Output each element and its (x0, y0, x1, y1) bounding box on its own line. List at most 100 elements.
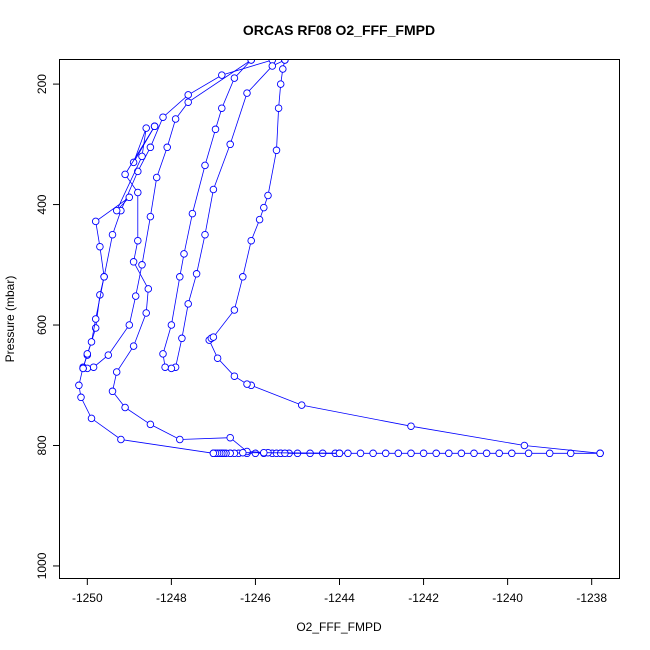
data-point (134, 188, 142, 197)
data-point (96, 242, 104, 251)
data-point (184, 91, 192, 99)
data-point (209, 185, 218, 194)
data-point (524, 449, 533, 458)
data-point (176, 435, 184, 444)
data-point (146, 212, 155, 221)
data-point (129, 258, 138, 266)
data-point (213, 354, 222, 362)
data-point (142, 309, 150, 317)
data-point (112, 368, 121, 376)
data-point (335, 449, 344, 458)
data-point (218, 104, 226, 112)
data-point (407, 449, 415, 458)
series-line-1 (78, 60, 601, 454)
data-point (77, 393, 85, 402)
data-point (144, 285, 153, 293)
data-point (276, 80, 285, 88)
data-point (129, 158, 138, 167)
data-point (89, 363, 98, 371)
data-point (159, 113, 167, 121)
x-tick-label: -1242 (408, 591, 439, 605)
data-point (394, 449, 403, 458)
data-point (188, 209, 197, 218)
data-point (129, 342, 138, 350)
x-tick-label: -1250 (72, 591, 103, 605)
data-point (251, 449, 260, 458)
data-point (520, 441, 529, 450)
series-line-5 (82, 126, 155, 369)
data-point (495, 449, 503, 458)
data-point (281, 449, 289, 458)
data-point (87, 338, 96, 346)
data-point (470, 449, 478, 458)
data-point (108, 387, 117, 396)
data-point (230, 372, 239, 380)
data-point (108, 230, 117, 239)
data-point (226, 140, 234, 149)
data-point (125, 321, 134, 329)
y-tick-label: 1000 (35, 552, 49, 579)
data-point (272, 146, 281, 155)
data-point (87, 414, 96, 423)
data-point (167, 364, 176, 373)
data-point (134, 236, 142, 245)
data-point (83, 350, 92, 358)
data-point (184, 300, 192, 308)
data-point (146, 143, 155, 152)
data-point (79, 364, 87, 373)
data-point (138, 152, 146, 161)
data-point (247, 236, 255, 245)
series-line-4 (83, 60, 252, 369)
data-point (138, 261, 146, 269)
data-point (445, 449, 453, 458)
y-tick-label: 400 (35, 194, 49, 214)
y-tick-label: 800 (35, 435, 49, 455)
data-point (75, 381, 83, 390)
data-point (264, 191, 272, 200)
data-point (356, 449, 365, 458)
data-point (545, 449, 554, 458)
data-point (201, 161, 209, 170)
data-point (239, 448, 247, 457)
data-point (243, 380, 251, 388)
data-point (243, 89, 251, 97)
data-point (566, 449, 575, 458)
series-line-2 (208, 60, 601, 454)
data-point (91, 315, 100, 323)
data-point (125, 193, 134, 202)
y-tick-label: 200 (35, 74, 49, 94)
data-point (161, 363, 169, 371)
data-point (255, 215, 264, 224)
data-point (457, 449, 466, 458)
y-tick-label: 600 (35, 315, 49, 335)
data-point (239, 273, 247, 281)
data-point (178, 334, 186, 343)
data-point (508, 449, 516, 458)
data-point (260, 203, 268, 212)
data-point (104, 351, 113, 359)
data-point (344, 449, 352, 458)
data-point (100, 273, 108, 281)
data-point (596, 449, 604, 458)
data-point (279, 65, 287, 73)
chart-title: ORCAS RF08 O2_FFF_FMPD (243, 22, 435, 38)
data-point (134, 167, 142, 176)
data-point (209, 333, 218, 341)
data-point (281, 60, 289, 64)
data-point (192, 270, 201, 278)
x-axis: -1250 -1248 -1246 -1244 -1242 -1240 -1238 (72, 578, 607, 605)
data-point (167, 321, 176, 329)
data-point (91, 217, 100, 226)
data-point (184, 98, 192, 106)
data-point (180, 250, 188, 258)
x-axis-label: O2_FFF_FMPD (296, 620, 382, 634)
x-tick-label: -1240 (492, 591, 523, 605)
data-point (171, 115, 180, 123)
data-point (230, 74, 239, 82)
data-point (121, 403, 129, 412)
data-point (112, 206, 121, 215)
x-tick-label: -1246 (240, 591, 271, 605)
data-point (152, 173, 161, 182)
data-point (142, 124, 150, 132)
data-point (163, 143, 171, 152)
